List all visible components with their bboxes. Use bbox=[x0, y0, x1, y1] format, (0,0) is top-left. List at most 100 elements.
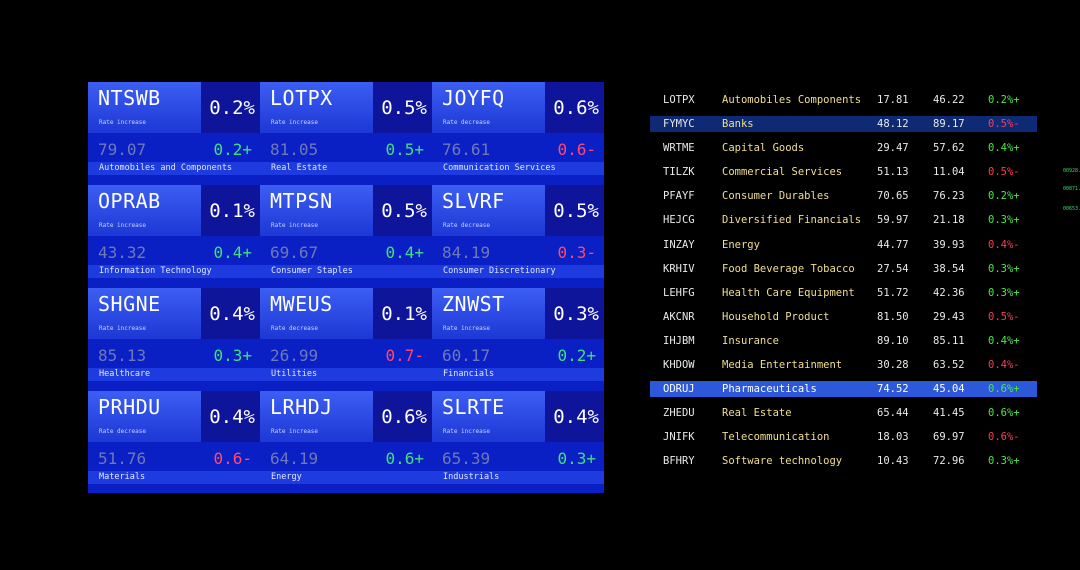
table-row[interactable]: AKCNR Household Product 81.50 29.43 0.5%… bbox=[650, 309, 1037, 325]
change-value: 0.3+ bbox=[557, 449, 596, 468]
row-value-2: 42.36 bbox=[933, 286, 965, 299]
ticker-symbol: MTPSN bbox=[270, 189, 333, 213]
row-change: 0.4%+ bbox=[988, 334, 1020, 347]
ticker-box: NTSWB Rate increase bbox=[88, 82, 201, 133]
sector-tile[interactable]: OPRAB Rate increase 0.1% 43.32 0.4+ Info… bbox=[88, 185, 260, 286]
row-value-1: 30.28 bbox=[877, 359, 909, 372]
row-ticker: KRHIV bbox=[663, 262, 695, 275]
rate-label: Rate decrease bbox=[443, 119, 490, 126]
sector-tile[interactable]: SLVRF Rate decrease 0.5% 84.19 0.3- Cons… bbox=[432, 185, 604, 286]
sector-tile[interactable]: LOTPX Rate increase 0.5% 81.05 0.5+ Real… bbox=[260, 82, 432, 183]
row-value-2: 41.45 bbox=[933, 407, 965, 420]
row-ticker: INZAY bbox=[663, 238, 695, 251]
table-row[interactable]: INZAY Energy 44.77 39.93 0.4%- bbox=[650, 237, 1037, 253]
rate-label: Rate increase bbox=[443, 428, 490, 435]
percent-box: 0.5% bbox=[373, 82, 432, 133]
sector-label: Consumer Staples bbox=[271, 266, 353, 276]
percent-box: 0.3% bbox=[545, 288, 604, 339]
sector-tile[interactable]: MWEUS Rate decrease 0.1% 26.99 0.7- Util… bbox=[260, 288, 432, 389]
table-row[interactable]: IHJBM Insurance 89.10 85.11 0.4%+ bbox=[650, 333, 1037, 349]
row-sector: Diversified Financials bbox=[722, 214, 862, 227]
table-row[interactable]: WRTME Capital Goods 29.47 57.62 0.4%+ bbox=[650, 140, 1037, 156]
table-row[interactable]: FYMYC Banks 48.12 89.17 0.5%- bbox=[650, 116, 1037, 133]
sector-tile[interactable]: NTSWB Rate increase 0.2% 79.07 0.2+ Auto… bbox=[88, 82, 260, 183]
change-value: 0.6+ bbox=[385, 449, 424, 468]
row-change: 0.5%- bbox=[988, 310, 1020, 323]
sector-tile-grid: NTSWB Rate increase 0.2% 79.07 0.2+ Auto… bbox=[88, 82, 604, 493]
percent-box: 0.2% bbox=[201, 82, 260, 133]
table-row[interactable]: HEJCG Diversified Financials 59.97 21.18… bbox=[650, 212, 1037, 228]
sector-bar: Automobiles and Components bbox=[88, 162, 260, 175]
table-row[interactable]: PFAYF Consumer Durables 70.65 76.23 0.2%… bbox=[650, 188, 1037, 204]
table-row[interactable]: TILZK Commercial Services 51.13 11.04 0.… bbox=[650, 164, 1037, 180]
percent-box: 0.4% bbox=[201, 391, 260, 442]
sector-bar: Healthcare bbox=[88, 368, 260, 381]
row-value-2: 46.22 bbox=[933, 94, 965, 106]
sector-tile[interactable]: LRHDJ Rate increase 0.6% 64.19 0.6+ Ener… bbox=[260, 391, 432, 492]
rate-label: Rate increase bbox=[271, 428, 318, 435]
percent-box: 0.1% bbox=[201, 185, 260, 236]
side-readout: 00871.2 bbox=[1063, 186, 1080, 192]
row-sector: Capital Goods bbox=[722, 142, 805, 155]
row-ticker: KHDOW bbox=[663, 359, 695, 372]
change-value: 0.5+ bbox=[385, 140, 424, 159]
row-value-1: 89.10 bbox=[877, 334, 909, 347]
rate-label: Rate increase bbox=[271, 222, 318, 229]
table-row[interactable]: LEHFG Health Care Equipment 51.72 42.36 … bbox=[650, 285, 1037, 301]
percent-box: 0.1% bbox=[373, 288, 432, 339]
row-sector: Real Estate bbox=[722, 407, 792, 420]
sector-label: Real Estate bbox=[271, 163, 328, 173]
row-change: 0.6%+ bbox=[988, 383, 1020, 396]
sector-label: Automobiles and Components bbox=[99, 163, 233, 173]
row-change: 0.4%- bbox=[988, 238, 1020, 251]
table-row[interactable]: JNIFK Telecommunication 18.03 69.97 0.6%… bbox=[650, 429, 1037, 445]
row-ticker: ZHEDU bbox=[663, 407, 695, 420]
row-value-2: 63.52 bbox=[933, 359, 965, 372]
table-row[interactable]: ZHEDU Real Estate 65.44 41.45 0.6%+ bbox=[650, 405, 1037, 421]
price-value: 85.13 bbox=[98, 346, 147, 365]
rate-percent: 0.3% bbox=[553, 303, 599, 325]
sector-tile[interactable]: PRHDU Rate decrease 0.4% 51.76 0.6- Mate… bbox=[88, 391, 260, 492]
rate-label: Rate increase bbox=[271, 119, 318, 126]
row-value-2: 38.54 bbox=[933, 262, 965, 275]
row-value-2: 21.18 bbox=[933, 214, 965, 227]
rate-label: Rate increase bbox=[99, 119, 146, 126]
price-value: 43.32 bbox=[98, 243, 147, 262]
sector-tile[interactable]: SHGNE Rate increase 0.4% 85.13 0.3+ Heal… bbox=[88, 288, 260, 389]
rate-label: Rate increase bbox=[99, 325, 146, 332]
row-change: 0.3%+ bbox=[988, 214, 1020, 227]
price-value: 65.39 bbox=[442, 449, 491, 468]
rate-label: Rate increase bbox=[443, 325, 490, 332]
row-sector: Telecommunication bbox=[722, 431, 830, 444]
row-sector: Pharmaceuticals bbox=[722, 383, 817, 396]
sector-tile[interactable]: MTPSN Rate increase 0.5% 69.67 0.4+ Cons… bbox=[260, 185, 432, 286]
ticker-box: JOYFQ Rate decrease bbox=[432, 82, 545, 133]
row-value-1: 51.13 bbox=[877, 166, 909, 179]
ticker-symbol: NTSWB bbox=[98, 86, 161, 110]
rate-label: Rate decrease bbox=[271, 325, 318, 332]
table-row[interactable]: ODRUJ Pharmaceuticals 74.52 45.04 0.6%+ bbox=[650, 381, 1037, 398]
price-value: 51.76 bbox=[98, 449, 147, 468]
row-value-1: 10.43 bbox=[877, 455, 909, 468]
rate-percent: 0.4% bbox=[209, 406, 255, 428]
table-row[interactable]: LOTPX Automobiles Components 17.81 46.22… bbox=[650, 92, 1037, 108]
sector-label: Industrials bbox=[443, 472, 500, 482]
row-sector: Media Entertainment bbox=[722, 359, 843, 372]
sector-tile[interactable]: JOYFQ Rate decrease 0.6% 76.61 0.6- Comm… bbox=[432, 82, 604, 183]
rate-percent: 0.2% bbox=[209, 97, 255, 119]
sector-tile[interactable]: ZNWST Rate increase 0.3% 60.17 0.2+ Fina… bbox=[432, 288, 604, 389]
sector-label: Financials bbox=[443, 369, 495, 379]
sector-bar: Energy bbox=[260, 471, 432, 484]
row-sector: Consumer Durables bbox=[722, 190, 830, 203]
row-value-2: 29.43 bbox=[933, 310, 965, 323]
row-change: 0.4%- bbox=[988, 359, 1020, 372]
side-readout: 00928.1 bbox=[1063, 168, 1080, 174]
sector-bar: Industrials bbox=[432, 471, 604, 484]
ticker-box: LOTPX Rate increase bbox=[260, 82, 373, 133]
row-value-1: 17.81 bbox=[877, 94, 909, 106]
sector-tile[interactable]: SLRTE Rate increase 0.4% 65.39 0.3+ Indu… bbox=[432, 391, 604, 492]
table-row[interactable]: KHDOW Media Entertainment 30.28 63.52 0.… bbox=[650, 357, 1037, 373]
row-sector: Food Beverage Tobacco bbox=[722, 262, 855, 275]
table-row[interactable]: KRHIV Food Beverage Tobacco 27.54 38.54 … bbox=[650, 261, 1037, 277]
table-row[interactable]: BFHRY Software technology 10.43 72.96 0.… bbox=[650, 453, 1037, 469]
